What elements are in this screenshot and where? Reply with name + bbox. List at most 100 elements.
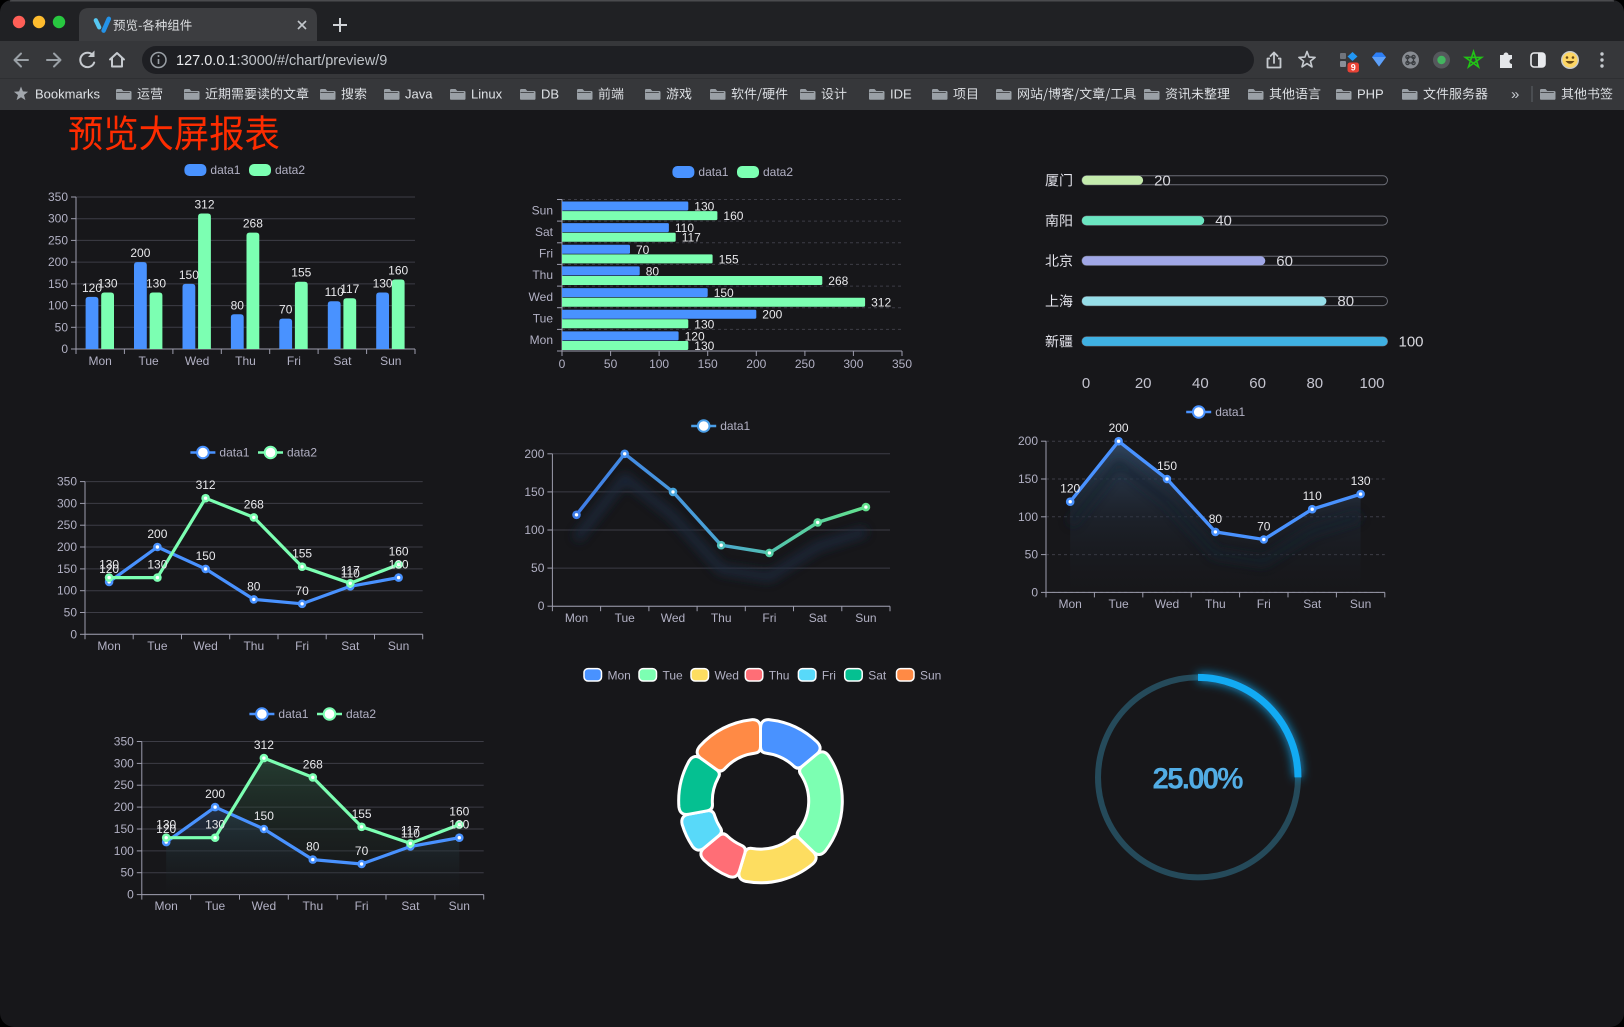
svg-text:Mon: Mon	[89, 354, 112, 368]
svg-text:Tue: Tue	[663, 669, 684, 683]
svg-text:130: 130	[694, 317, 714, 331]
svg-text:data1: data1	[219, 446, 249, 460]
svg-text:117: 117	[340, 282, 359, 296]
svg-text:Tue: Tue	[147, 639, 168, 653]
svg-text:120: 120	[156, 822, 176, 836]
svg-text:data2: data2	[275, 163, 305, 177]
svg-text:Wed: Wed	[193, 639, 217, 653]
svg-text:Sun: Sun	[855, 611, 876, 625]
svg-text:IDE: IDE	[890, 87, 912, 102]
svg-text:130: 130	[146, 277, 166, 291]
svg-text:160: 160	[389, 545, 409, 559]
svg-text:data1: data1	[278, 707, 308, 721]
svg-text:50: 50	[120, 866, 134, 880]
svg-text:data2: data2	[287, 446, 317, 460]
svg-text:110: 110	[325, 285, 344, 299]
svg-text:Sat: Sat	[341, 639, 360, 653]
svg-text:Sun: Sun	[388, 639, 409, 653]
svg-text:Thu: Thu	[243, 639, 264, 653]
svg-text:100: 100	[524, 523, 544, 537]
svg-text:350: 350	[57, 475, 77, 489]
svg-text:130: 130	[449, 818, 469, 832]
svg-text:100: 100	[649, 357, 669, 371]
svg-text:Thu: Thu	[532, 268, 553, 282]
svg-text:110: 110	[401, 827, 420, 841]
svg-text:Sat: Sat	[809, 611, 828, 625]
svg-text:150: 150	[254, 809, 274, 823]
svg-text:200: 200	[524, 447, 544, 461]
svg-text:Sat: Sat	[1303, 597, 1322, 611]
svg-text:50: 50	[604, 357, 618, 371]
svg-text:150: 150	[1018, 472, 1038, 486]
svg-text:300: 300	[114, 756, 134, 770]
svg-text:80: 80	[306, 840, 320, 854]
svg-text:312: 312	[194, 198, 214, 212]
svg-text:Java: Java	[405, 87, 433, 102]
svg-text:50: 50	[55, 320, 69, 334]
svg-text:Thu: Thu	[235, 354, 256, 368]
svg-text:70: 70	[355, 844, 369, 858]
svg-text:80: 80	[231, 298, 245, 312]
svg-text:9: 9	[1351, 63, 1356, 73]
svg-text:250: 250	[57, 518, 77, 532]
svg-text:Thu: Thu	[711, 611, 732, 625]
svg-text:Tue: Tue	[533, 312, 554, 326]
svg-text:0: 0	[61, 342, 68, 356]
svg-text:70: 70	[279, 303, 293, 317]
svg-text:155: 155	[291, 266, 311, 280]
svg-text:300: 300	[57, 496, 77, 510]
svg-text:120: 120	[99, 562, 119, 576]
svg-text:200: 200	[762, 308, 782, 322]
svg-text:130: 130	[99, 558, 119, 572]
svg-text:200: 200	[57, 540, 77, 554]
svg-text:Thu: Thu	[769, 669, 790, 683]
svg-text:268: 268	[243, 217, 263, 231]
svg-text:150: 150	[698, 357, 718, 371]
svg-text:0: 0	[1031, 585, 1038, 599]
svg-text:0: 0	[127, 888, 134, 902]
svg-text:300: 300	[48, 212, 68, 226]
svg-text:data2: data2	[346, 707, 376, 721]
svg-text:268: 268	[244, 497, 264, 511]
svg-text:25.00%: 25.00%	[1153, 762, 1244, 795]
svg-text:130: 130	[389, 558, 409, 572]
svg-text:Fri: Fri	[762, 611, 776, 625]
svg-text:60: 60	[1249, 375, 1266, 392]
svg-text:110: 110	[1303, 489, 1322, 503]
svg-text:250: 250	[48, 233, 68, 247]
svg-text:312: 312	[871, 296, 891, 310]
svg-text:50: 50	[531, 561, 545, 575]
svg-text:200: 200	[114, 800, 134, 814]
svg-text:50: 50	[1025, 548, 1039, 562]
svg-text:130: 130	[156, 818, 176, 832]
svg-text:Sun: Sun	[1350, 597, 1371, 611]
svg-text:0: 0	[538, 599, 545, 613]
svg-text:Wed: Wed	[529, 290, 553, 304]
svg-text:Sat: Sat	[535, 225, 554, 239]
svg-text:80: 80	[247, 579, 261, 593]
svg-text:312: 312	[196, 478, 216, 492]
svg-text:130: 130	[205, 818, 225, 832]
svg-text:130: 130	[373, 277, 393, 291]
svg-text:155: 155	[719, 252, 739, 266]
svg-text:200: 200	[205, 787, 225, 801]
svg-text:»: »	[1511, 86, 1519, 103]
svg-text:Sat: Sat	[333, 354, 352, 368]
svg-text:130: 130	[694, 339, 714, 353]
svg-text:Mon: Mon	[1059, 597, 1082, 611]
svg-text:PHP: PHP	[1357, 87, 1384, 102]
svg-text:130: 130	[1351, 474, 1371, 488]
svg-text:70: 70	[1257, 520, 1271, 534]
svg-text:Tue: Tue	[1108, 597, 1129, 611]
svg-text:150: 150	[48, 277, 68, 291]
svg-text:120: 120	[685, 329, 705, 343]
svg-text:0: 0	[1082, 375, 1090, 392]
svg-text:Tue: Tue	[205, 899, 226, 913]
svg-text:60: 60	[1276, 253, 1293, 270]
svg-text:100: 100	[114, 844, 134, 858]
svg-text:Sat: Sat	[868, 669, 887, 683]
svg-text:data2: data2	[763, 165, 793, 179]
svg-text:350: 350	[48, 190, 68, 204]
svg-text:Fri: Fri	[822, 669, 836, 683]
svg-text:155: 155	[352, 807, 372, 821]
